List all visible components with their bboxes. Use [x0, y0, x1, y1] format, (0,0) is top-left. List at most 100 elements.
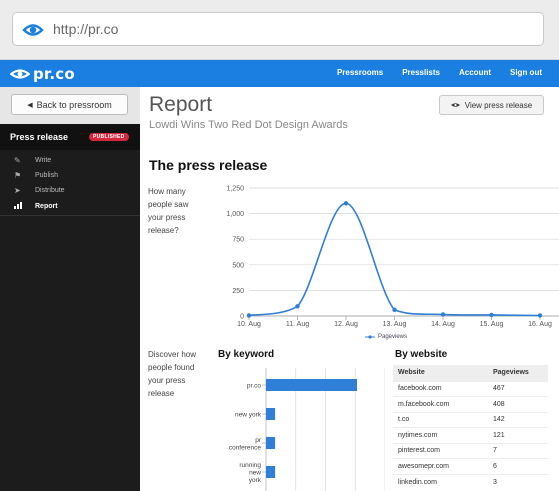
- x-tick-label: 10. Aug: [237, 321, 261, 328]
- x-tick-label: 12. Aug: [334, 321, 358, 328]
- table-row: t.co 142: [393, 411, 548, 428]
- bar[interactable]: [266, 379, 357, 391]
- pageviews-cell: 408: [488, 396, 548, 412]
- app-header: pr.co Pressrooms Presslists Account Sign…: [0, 60, 559, 87]
- arrow-left-icon: ◀: [27, 101, 33, 109]
- back-to-pressroom-button[interactable]: ◀ Back to pressroom: [11, 94, 128, 115]
- data-point[interactable]: [440, 312, 446, 317]
- sidebar-item-label: Distribute: [35, 186, 65, 194]
- website-cell: awesomepr.com: [393, 458, 488, 474]
- y-tick-label: 500: [232, 262, 244, 269]
- y-tick-label: 250: [232, 288, 244, 295]
- pencil-icon: ✎: [14, 155, 21, 165]
- question-referrers: Discover how people found your press rel…: [148, 350, 197, 398]
- table-row: linkedin.com 3: [393, 473, 548, 490]
- top-nav: Pressrooms Presslists Account Sign out: [318, 68, 542, 77]
- bar[interactable]: [266, 466, 276, 478]
- logo-icon: [10, 69, 30, 79]
- category-label: york: [249, 477, 262, 484]
- website-cell: nytimes.com: [393, 427, 488, 443]
- category-label: pr.co: [247, 383, 261, 390]
- table-row: facebook.com 467: [393, 380, 548, 397]
- x-tick-label: 14. Aug: [431, 321, 455, 328]
- category-label: running: [239, 462, 261, 469]
- table-row: nytimes.com 121: [393, 427, 548, 443]
- series-line-pageviews: [248, 202, 541, 317]
- sidebar: ◀ Back to pressroom Press release PUBLIS…: [0, 87, 140, 491]
- nav-sign-out[interactable]: Sign out: [510, 68, 542, 77]
- pageviews-cell: 467: [488, 380, 548, 397]
- eye-icon: [450, 103, 460, 107]
- website-cell: facebook.com: [393, 380, 488, 397]
- website-table: Website Pageviews facebook.com 467 m.faceb…: [393, 365, 548, 490]
- website-title: By website: [395, 349, 448, 360]
- table-header-row: Website Pageviews: [393, 365, 548, 381]
- chart-icon: [14, 201, 24, 211]
- y-tick-label: 1,250: [226, 186, 244, 193]
- table-row: pinterest.com 7: [393, 442, 548, 459]
- view-button-label: View press release: [464, 100, 533, 110]
- column-header: Website: [393, 365, 488, 381]
- sidebar-item-publish[interactable]: ⚑ Publish: [0, 168, 140, 182]
- question-pageviews: How many people saw your press release?: [148, 187, 189, 235]
- pageviews-line-chart: 0 250 500 750 1,000 1,250 10. Aug 11. Aug 12. Au…: [226, 186, 559, 328]
- pageviews-cell: 6: [488, 458, 548, 474]
- x-tick-label: 13. Aug: [383, 321, 407, 328]
- press-release-title: Press release: [10, 132, 69, 142]
- category-label: pr: [255, 437, 262, 444]
- category-label: conference: [229, 444, 262, 451]
- data-point[interactable]: [489, 312, 494, 318]
- view-press-release-button[interactable]: View press release: [439, 95, 544, 115]
- eye-logo-icon: [22, 24, 44, 36]
- address-bar[interactable]: http://pr.co: [12, 12, 544, 46]
- table-row: m.facebook.com 408: [393, 396, 548, 412]
- pageviews-cell: 7: [488, 442, 548, 459]
- bar[interactable]: [266, 437, 276, 449]
- nav-pressrooms[interactable]: Pressrooms: [336, 68, 384, 77]
- nav-presslists[interactable]: Presslists: [402, 68, 440, 77]
- page-title: Report: [149, 93, 213, 116]
- back-button-label: Back to pressroom: [36, 99, 112, 110]
- logo-text: pr.co: [33, 65, 75, 83]
- y-tick-label: 1,000: [226, 211, 244, 218]
- x-tick-label: 11. Aug: [286, 321, 309, 328]
- data-point[interactable]: [392, 307, 397, 313]
- x-tick-label: 16. Aug: [528, 321, 552, 328]
- sidebar-divider: [0, 215, 140, 216]
- table-row: awesomepr.com 6: [393, 458, 548, 474]
- x-tick-label: 15. Aug: [480, 321, 504, 328]
- category-label: new: [249, 470, 261, 477]
- bar[interactable]: [266, 408, 276, 420]
- nav-account[interactable]: Account: [459, 68, 491, 77]
- logo[interactable]: pr.co: [10, 64, 75, 84]
- website-cell: t.co: [393, 411, 488, 428]
- status-badge: PUBLISHED: [89, 133, 129, 141]
- chart-legend: Pageviews: [365, 334, 407, 340]
- keyword-title: By keyword: [218, 349, 275, 360]
- data-point[interactable]: [537, 313, 543, 318]
- data-point[interactable]: [246, 313, 252, 318]
- page-subtitle: Lowdi Wins Two Red Dot Design Awards: [149, 119, 348, 131]
- send-icon: ➤: [14, 185, 21, 195]
- category-label: new york: [235, 412, 262, 419]
- sidebar-item-distribute[interactable]: ➤ Distribute: [0, 183, 140, 197]
- pageviews-cell: 121: [488, 427, 548, 443]
- flag-icon: ⚑: [14, 170, 22, 180]
- press-release-header: Press release PUBLISHED: [0, 124, 140, 150]
- sidebar-top: ◀ Back to pressroom: [0, 87, 140, 124]
- sidebar-item-write[interactable]: ✎ Write: [0, 153, 140, 167]
- data-point[interactable]: [343, 201, 349, 206]
- sidebar-item-label: Publish: [35, 171, 58, 179]
- sidebar-item-label: Write: [35, 156, 52, 164]
- website-cell: linkedin.com: [393, 473, 488, 490]
- sidebar-item-report[interactable]: Report: [0, 199, 140, 213]
- legend-label: Pageviews: [378, 334, 408, 340]
- url-text: http://pr.co: [53, 21, 119, 37]
- website-cell: m.facebook.com: [393, 396, 488, 412]
- data-point[interactable]: [295, 304, 300, 309]
- website-cell: pinterest.com: [393, 442, 488, 459]
- legend-marker: [365, 335, 375, 339]
- column-header: Pageviews: [488, 365, 548, 381]
- section-title: The press release: [149, 157, 268, 173]
